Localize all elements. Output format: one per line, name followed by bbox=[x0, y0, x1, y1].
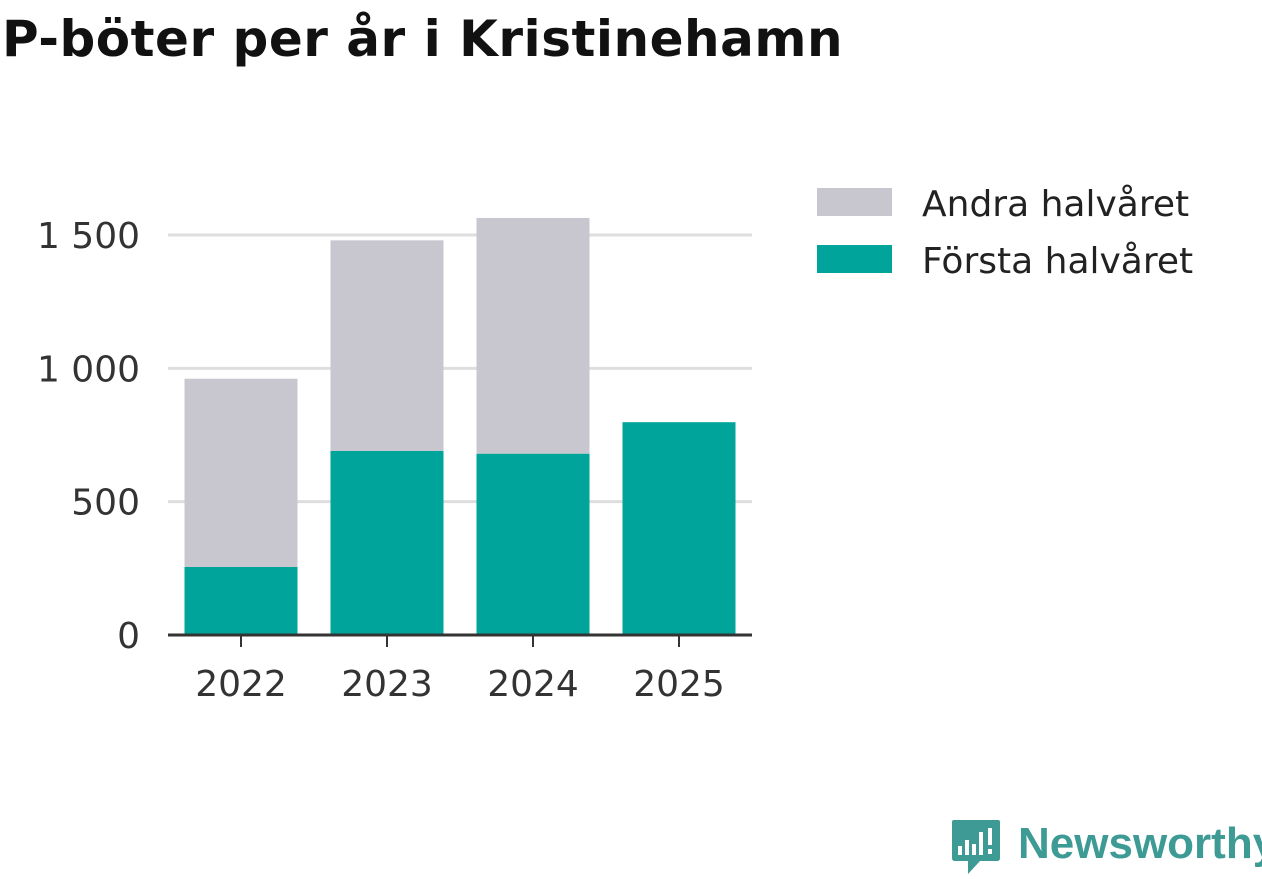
bar-2025-forsta bbox=[622, 422, 736, 635]
legend: Andra halvåret Första halvåret bbox=[817, 184, 1193, 282]
x-tick-label: 2024 bbox=[487, 664, 579, 705]
y-tick-label: 1 500 bbox=[37, 216, 140, 257]
legend-swatch bbox=[817, 245, 892, 273]
y-tick-label: 0 bbox=[117, 616, 140, 657]
y-tick-label: 500 bbox=[71, 483, 140, 524]
legend-label: Första halvåret bbox=[922, 241, 1193, 282]
legend-swatch bbox=[817, 188, 892, 216]
legend-label: Andra halvåret bbox=[922, 184, 1189, 225]
y-tick-label: 1 000 bbox=[37, 349, 140, 390]
bar-2024-andra bbox=[476, 217, 590, 454]
x-tick-label: 2022 bbox=[195, 664, 287, 705]
axes: 0 500 1 000 1 500 2022 2023 2024 2025 bbox=[37, 216, 752, 705]
bar-2023-andra bbox=[330, 240, 444, 451]
bar-2024-forsta bbox=[476, 453, 590, 635]
newsworthy-logo-icon bbox=[952, 820, 1000, 874]
newsworthy-logo: Newsworthy bbox=[952, 819, 1262, 874]
bar-2022-forsta bbox=[184, 567, 298, 635]
x-tick-label: 2023 bbox=[341, 664, 433, 705]
newsworthy-logo-text: Newsworthy bbox=[1018, 819, 1262, 868]
bar-2023-forsta bbox=[330, 451, 444, 635]
bar-2022-andra bbox=[184, 378, 298, 567]
x-tick-label: 2025 bbox=[633, 664, 725, 705]
chart-title: P-böter per år i Kristinehamn bbox=[2, 10, 844, 68]
bars bbox=[184, 217, 736, 635]
